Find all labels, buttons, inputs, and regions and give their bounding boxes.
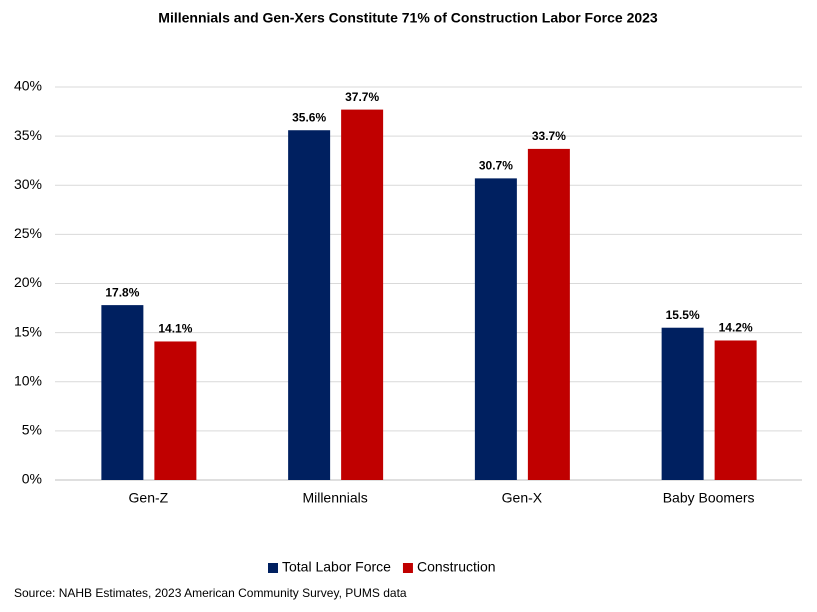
bar [527,148,570,480]
legend-label: Construction [417,559,496,575]
bar [714,340,757,480]
y-tick-label: 35% [14,127,42,143]
source-note: Source: NAHB Estimates, 2023 American Co… [14,586,407,600]
y-tick-label: 10% [14,372,42,388]
data-label: 14.1% [158,322,192,336]
data-label: 30.7% [479,159,513,173]
data-label: 35.6% [292,110,326,124]
x-tick-label: Millennials [302,490,367,506]
x-tick-label: Gen-Z [129,490,169,506]
y-tick-label: 25% [14,225,42,241]
data-label: 37.7% [345,90,379,104]
y-tick-label: 20% [14,274,42,290]
bar [341,109,384,480]
y-tick-label: 15% [14,323,42,339]
bar [288,130,331,481]
chart-title: Millennials and Gen-Xers Constitute 71% … [158,10,658,26]
data-label: 14.2% [719,321,753,335]
data-label: 15.5% [666,308,700,322]
y-tick-label: 40% [14,78,42,94]
y-tick-label: 5% [22,422,42,438]
bar [154,341,197,480]
bar [101,305,144,480]
y-tick-label: 0% [22,471,42,487]
bar [661,327,704,480]
legend-label: Total Labor Force [282,559,391,575]
bar [474,178,517,480]
data-label: 17.8% [105,285,139,299]
y-tick-label: 30% [14,176,42,192]
data-label: 33.7% [532,129,566,143]
legend-swatch [402,563,413,573]
legend-swatch [268,563,278,573]
x-tick-label: Baby Boomers [663,490,755,506]
x-tick-label: Gen-X [502,490,543,506]
